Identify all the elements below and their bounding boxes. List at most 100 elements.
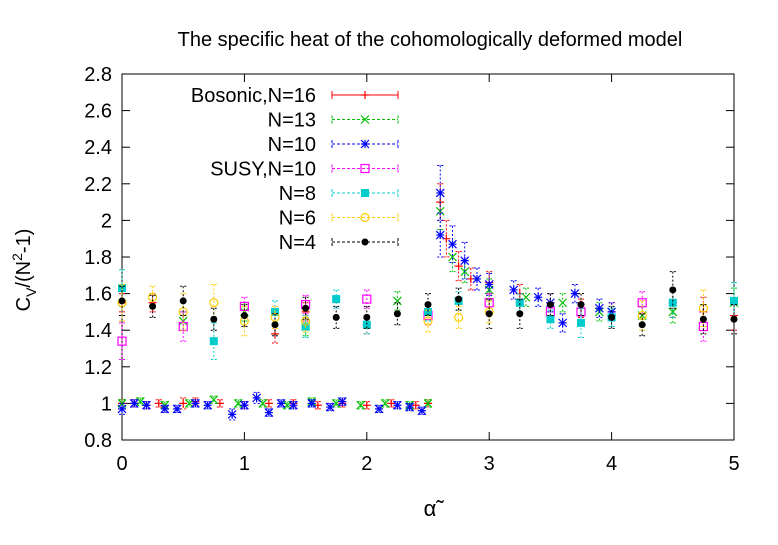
data-point [423,316,433,326]
legend-line [331,164,399,173]
data-point [154,399,163,408]
data-point [227,409,237,419]
legend-marker [361,189,369,197]
data-point [668,298,677,307]
error-bar [669,271,676,309]
data-point [417,406,427,416]
data-point [160,404,170,414]
y-tick-label: 1.6 [84,284,112,306]
legend-label: N=4 [279,232,316,254]
error-bar [639,313,646,337]
data-point [149,302,157,310]
y-tick-label: 2.2 [84,174,112,196]
error-bar [333,399,340,408]
error-bar [180,293,187,331]
error-bar [461,241,468,280]
legend-marker [360,115,370,124]
error-bar [119,322,125,360]
data-point [669,286,677,294]
x-tick-label: 4 [606,453,617,475]
series-0 [118,183,738,410]
data-point [546,315,555,324]
y-tick-label: 1.4 [84,320,112,342]
data-point [239,400,249,410]
data-point [117,336,127,346]
data-point [179,297,187,305]
legend-line [331,213,399,222]
data-point [264,399,273,408]
data-point [210,315,218,323]
error-bar [210,283,217,322]
error-bar [149,294,156,318]
data-point [233,398,243,408]
error-bar [235,399,242,408]
data-point [332,313,340,321]
error-bar [608,305,615,329]
data-point [405,402,415,412]
data-point [558,298,568,308]
data-point [302,304,310,312]
legend-label: N=6 [279,208,316,230]
error-bar [394,302,401,326]
data-point [516,310,524,318]
data-point [698,303,709,313]
error-bar [382,399,389,408]
data-point [331,398,341,408]
data-point [301,316,311,326]
data-point [117,404,127,414]
y-axis-label: CV/(N2-1) [9,229,39,312]
error-bar [516,298,523,329]
data-point [393,310,401,318]
error-bar [455,251,462,282]
legend-label: Bosonic,N=16 [191,85,316,107]
y-tick-label: 2.4 [84,137,112,159]
legend-label: N=8 [279,183,316,205]
data-point [638,321,646,329]
data-point [454,262,463,271]
data-point [392,296,402,306]
legend-marker [361,91,369,99]
legend-label: N=13 [268,110,316,132]
error-bar [473,267,480,291]
error-bar [363,289,370,309]
data-point [203,400,213,410]
data-point [118,297,126,305]
y-tick-label: 1.2 [84,357,112,379]
series-3 [117,289,709,360]
data-point [570,289,580,299]
plot-frame [121,73,735,441]
legend-marker [361,238,369,246]
data-point [485,310,493,318]
data-point [307,398,317,408]
data-point [288,400,298,410]
data-point [509,285,519,295]
y-tick-label: 1.8 [84,247,112,269]
data-point [356,400,366,410]
error-bar [302,294,309,315]
data-point [608,313,616,321]
error-bar [210,307,217,331]
data-point [135,397,145,406]
error-bar [333,305,340,329]
error-bar [119,285,125,317]
error-bar [137,397,144,406]
data-point [699,315,707,323]
error-bar [443,219,450,258]
data-point [454,312,464,322]
data-point [730,315,738,323]
data-point [271,321,279,329]
data-point [435,230,445,240]
error-bar [486,298,493,329]
error-bar [578,293,584,317]
x-tick-label: 3 [484,453,495,475]
chart-title: The specific heat of the cohomologically… [178,29,683,51]
error-bar [357,401,364,410]
error-bar [180,285,187,317]
data-point [325,402,335,412]
data-point [411,401,420,410]
data-point [129,398,139,408]
data-point [374,404,384,414]
x-tick-label: 1 [239,453,250,475]
data-point [668,307,678,317]
